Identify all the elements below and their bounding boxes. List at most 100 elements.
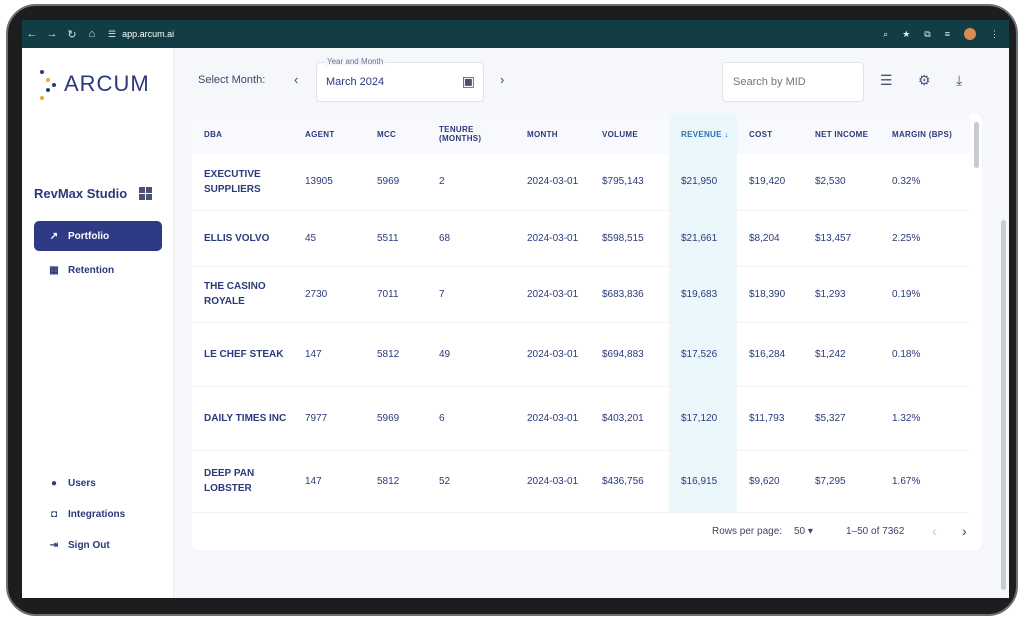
- dropdown-caret-icon[interactable]: ▾: [807, 526, 813, 537]
- column-header-net-income[interactable]: NET INCOME: [803, 114, 880, 154]
- column-header-volume[interactable]: VOLUME: [590, 114, 669, 154]
- column-header-mcc[interactable]: MCC: [365, 114, 427, 154]
- column-header-agent[interactable]: AGENT: [293, 114, 365, 154]
- home-icon[interactable]: ⌂: [88, 28, 96, 40]
- address-bar[interactable]: ☰ app.arcum.ai: [108, 29, 174, 40]
- sidebar-item-integrations[interactable]: ◘ Integrations: [34, 499, 162, 529]
- url-text[interactable]: app.arcum.ai: [122, 29, 175, 39]
- page-range: 1–50 of 7362: [846, 526, 905, 537]
- cell-mcc: 5969: [365, 386, 427, 451]
- month-field-label: Year and Month: [325, 57, 386, 66]
- cell-net-income: $13,457: [803, 210, 880, 267]
- previous-month-icon[interactable]: ‹: [294, 72, 299, 87]
- cell-month: 2024-03-01: [515, 154, 590, 211]
- site-info-icon[interactable]: ☰: [108, 28, 117, 39]
- cell-revenue: $17,526: [669, 322, 737, 387]
- cell-net-income: $2,530: [803, 154, 880, 211]
- cell-revenue: $19,683: [669, 266, 737, 323]
- column-header-margin[interactable]: MARGIN (BPS): [880, 114, 970, 154]
- cell-tenure: 68: [427, 210, 515, 267]
- cell-dba[interactable]: LE CHEF STEAK: [192, 322, 293, 387]
- cell-net-income: $5,327: [803, 386, 880, 451]
- portfolio-table-card: DBA AGENT MCC TENURE (MONTHS) MONTH VOLU…: [192, 114, 982, 550]
- table-row[interactable]: LE CHEF STEAK 147 5812 49 2024-03-01 $694,883…: [192, 322, 970, 387]
- logo-text: ARCUM: [64, 71, 150, 96]
- sidebar-item-label: Users: [68, 477, 96, 489]
- cell-dba[interactable]: DAILY TIMES INC: [192, 386, 293, 451]
- table-row[interactable]: EXECUTIVE SUPPLIERS 13905 5969 2 2024-03-01 $…: [192, 154, 970, 211]
- sidebar-item-label: Portfolio: [68, 230, 110, 242]
- next-month-icon[interactable]: ›: [500, 72, 505, 87]
- reload-icon[interactable]: ↻: [67, 28, 77, 41]
- cell-revenue: $17,120: [669, 386, 737, 451]
- cell-volume: $694,883: [590, 322, 669, 387]
- star-icon[interactable]: ★: [902, 28, 911, 39]
- table-row[interactable]: THE CASINO ROYALE 2730 7011 7 2024-03-01 $683…: [192, 266, 970, 323]
- cell-net-income: $1,293: [803, 266, 880, 323]
- sort-desc-icon[interactable]: ↓: [724, 129, 729, 139]
- download-icon[interactable]: ⤓: [956, 72, 963, 88]
- table-scroll-thumb[interactable]: [974, 122, 979, 168]
- cell-net-income: $7,295: [803, 450, 880, 513]
- column-header-cost[interactable]: COST: [737, 114, 803, 154]
- zoom-icon[interactable]: ⌕: [883, 28, 889, 39]
- cell-tenure: 6: [427, 386, 515, 451]
- sidebar-item-sign-out[interactable]: ⇥ Sign Out: [34, 530, 162, 560]
- cell-volume: $598,515: [590, 210, 669, 267]
- table-scrollbar[interactable]: [974, 114, 980, 514]
- sidebar-item-users[interactable]: ● Users: [34, 468, 162, 498]
- next-page-icon[interactable]: ›: [962, 523, 967, 539]
- dashboard-grid-icon[interactable]: [139, 187, 153, 200]
- sidebar-item-portfolio[interactable]: ↗ Portfolio: [34, 221, 162, 251]
- cell-dba[interactable]: ELLIS VOLVO: [192, 210, 293, 267]
- logo-mark-icon: [38, 66, 60, 102]
- arcum-logo: ARCUM: [38, 66, 150, 102]
- cell-mcc: 5812: [365, 322, 427, 387]
- cell-volume: $436,756: [590, 450, 669, 513]
- forward-icon[interactable]: →: [46, 28, 58, 40]
- page-scrollbar[interactable]: [1001, 220, 1006, 590]
- cell-agent: 147: [293, 450, 365, 513]
- calendar-icon[interactable]: ▣: [461, 73, 475, 89]
- cell-tenure: 52: [427, 450, 515, 513]
- table-row[interactable]: DAILY TIMES INC 7977 5969 6 2024-03-01 $403,2…: [192, 386, 970, 451]
- search-input[interactable]: [723, 63, 863, 101]
- portfolio-table: DBA AGENT MCC TENURE (MONTHS) MONTH VOLU…: [192, 114, 970, 513]
- search-mid-field[interactable]: [722, 62, 864, 102]
- month-value[interactable]: March 2024: [326, 76, 385, 88]
- filter-icon[interactable]: ☰: [880, 72, 893, 88]
- user-icon: ●: [50, 477, 58, 489]
- media-icon[interactable]: ≡: [944, 29, 950, 39]
- cell-dba[interactable]: THE CASINO ROYALE: [192, 266, 293, 323]
- cell-revenue: $21,950: [669, 154, 737, 211]
- settings-gear-icon[interactable]: ⚙: [918, 72, 931, 88]
- previous-page-icon[interactable]: ‹: [932, 523, 937, 539]
- profile-avatar[interactable]: [964, 28, 976, 40]
- more-icon[interactable]: ⋮: [990, 28, 999, 39]
- cell-mcc: 5812: [365, 450, 427, 513]
- cell-month: 2024-03-01: [515, 210, 590, 267]
- cell-dba[interactable]: DEEP PAN LOBSTER: [192, 450, 293, 513]
- cell-volume: $795,143: [590, 154, 669, 211]
- column-header-month[interactable]: MONTH: [515, 114, 590, 154]
- back-icon[interactable]: ←: [26, 28, 38, 40]
- bar-chart-icon: ▦: [49, 264, 59, 276]
- table-row[interactable]: ELLIS VOLVO 45 5511 68 2024-03-01 $598,515 $21…: [192, 210, 970, 267]
- rows-per-page-value[interactable]: 50: [794, 526, 806, 537]
- column-header-revenue[interactable]: REVENUE ↓: [669, 114, 737, 154]
- pagination: Rows per page: 50 ▾ 1–50 of 7362 ‹ ›: [192, 514, 982, 550]
- month-picker-field[interactable]: Year and Month March 2024 ▣: [316, 57, 484, 102]
- cell-margin: 2.25%: [880, 210, 970, 267]
- column-header-dba[interactable]: DBA: [192, 114, 293, 154]
- cell-dba[interactable]: EXECUTIVE SUPPLIERS: [192, 154, 293, 211]
- column-header-tenure[interactable]: TENURE (MONTHS): [427, 114, 515, 154]
- sidebar-item-retention[interactable]: ▦ Retention: [34, 255, 162, 285]
- sidebar-item-label: Sign Out: [68, 539, 110, 551]
- cell-margin: 0.18%: [880, 322, 970, 387]
- extensions-icon[interactable]: ⧉: [924, 28, 931, 39]
- cell-net-income: $1,242: [803, 322, 880, 387]
- rows-per-page-label: Rows per page:: [712, 526, 783, 537]
- rows-per-page-select[interactable]: 50 ▾: [794, 526, 813, 537]
- table-row[interactable]: DEEP PAN LOBSTER 147 5812 52 2024-03-01 $436,…: [192, 450, 970, 513]
- cell-cost: $19,420: [737, 154, 803, 211]
